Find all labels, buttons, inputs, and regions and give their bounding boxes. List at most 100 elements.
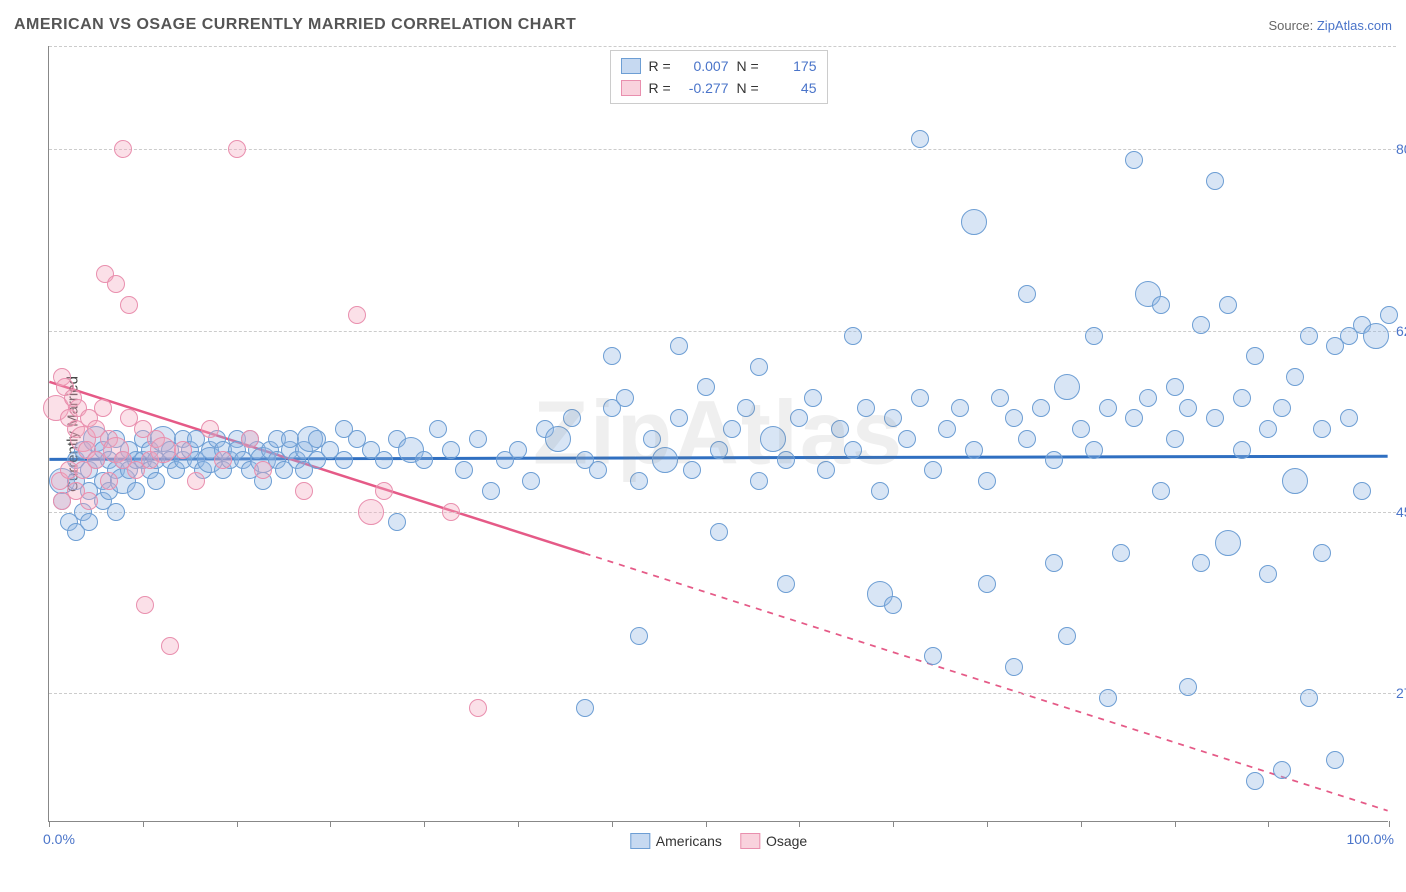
data-point	[831, 420, 849, 438]
gridline-h	[49, 149, 1396, 150]
data-point	[1219, 296, 1237, 314]
data-point	[150, 437, 176, 463]
data-point	[760, 426, 786, 452]
source-label: Source:	[1268, 18, 1316, 33]
data-point	[777, 575, 795, 593]
data-point	[388, 513, 406, 531]
source-link[interactable]: ZipAtlas.com	[1317, 18, 1392, 33]
x-axis-max-label: 100.0%	[1347, 831, 1394, 847]
data-point	[911, 130, 929, 148]
legend-stat-value: 45	[773, 80, 817, 96]
data-point	[884, 596, 902, 614]
legend-swatch	[630, 833, 650, 849]
data-point	[1045, 554, 1063, 572]
data-point	[1246, 772, 1264, 790]
legend-stat-value: 0.007	[685, 58, 729, 74]
data-point	[1259, 565, 1277, 583]
data-point	[120, 296, 138, 314]
data-point	[94, 399, 112, 417]
data-point	[375, 482, 393, 500]
data-point	[1363, 323, 1389, 349]
data-point	[1018, 285, 1036, 303]
x-tick	[1389, 821, 1390, 827]
data-point	[643, 430, 661, 448]
data-point	[358, 499, 384, 525]
legend-swatch	[621, 80, 641, 96]
chart-title: AMERICAN VS OSAGE CURRENTLY MARRIED CORR…	[14, 16, 576, 34]
x-tick	[518, 821, 519, 827]
data-point	[228, 140, 246, 158]
data-point	[576, 699, 594, 717]
data-point	[589, 461, 607, 479]
legend-series-label: Osage	[766, 833, 807, 849]
data-point	[965, 441, 983, 459]
data-point	[1215, 530, 1241, 556]
legend-stat-value: -0.277	[685, 80, 729, 96]
data-point	[911, 389, 929, 407]
data-point	[1353, 482, 1371, 500]
data-point	[1259, 420, 1277, 438]
data-point	[871, 482, 889, 500]
data-point	[817, 461, 835, 479]
legend-stat-row: R =0.007N =175	[621, 55, 817, 77]
data-point	[442, 441, 460, 459]
data-point	[1282, 468, 1308, 494]
data-point	[1246, 347, 1264, 365]
data-point	[670, 409, 688, 427]
y-tick-label: 62.5%	[1396, 323, 1406, 339]
legend-series-item: Americans	[630, 833, 722, 849]
data-point	[335, 451, 353, 469]
data-point	[1313, 420, 1331, 438]
data-point	[1206, 172, 1224, 190]
legend-stat-label: R =	[649, 80, 677, 96]
data-point	[616, 389, 634, 407]
legend-series-label: Americans	[656, 833, 722, 849]
data-point	[254, 461, 272, 479]
data-point	[1054, 374, 1080, 400]
data-point	[898, 430, 916, 448]
correlation-legend: R =0.007N =175 R = -0.277 N = 45	[610, 50, 828, 104]
data-point	[136, 596, 154, 614]
data-point	[1112, 544, 1130, 562]
data-point	[80, 513, 98, 531]
x-axis-min-label: 0.0%	[43, 831, 75, 847]
data-point	[844, 441, 862, 459]
gridline-h	[49, 46, 1396, 47]
data-point	[844, 327, 862, 345]
data-point	[1085, 327, 1103, 345]
data-point	[723, 420, 741, 438]
data-point	[1192, 554, 1210, 572]
data-point	[1192, 316, 1210, 334]
data-point	[991, 389, 1009, 407]
y-tick-label: 45.0%	[1396, 504, 1406, 520]
data-point	[127, 482, 145, 500]
legend-stat-label: N =	[737, 80, 765, 96]
data-point	[961, 209, 987, 235]
data-point	[652, 447, 678, 473]
x-tick	[49, 821, 50, 827]
data-point	[1326, 751, 1344, 769]
data-point	[924, 461, 942, 479]
data-point	[683, 461, 701, 479]
data-point	[884, 409, 902, 427]
data-point	[295, 482, 313, 500]
data-point	[415, 451, 433, 469]
data-point	[1273, 761, 1291, 779]
data-point	[777, 451, 795, 469]
legend-swatch	[621, 58, 641, 74]
source-attribution: Source: ZipAtlas.com	[1268, 18, 1392, 33]
data-point	[1072, 420, 1090, 438]
data-point	[1099, 399, 1117, 417]
data-point	[174, 441, 192, 459]
x-tick	[987, 821, 988, 827]
data-point	[429, 420, 447, 438]
x-tick	[143, 821, 144, 827]
legend-swatch	[740, 833, 760, 849]
data-point	[1340, 409, 1358, 427]
data-point	[100, 472, 118, 490]
x-tick	[330, 821, 331, 827]
legend-stat-value: 175	[773, 58, 817, 74]
data-point	[750, 472, 768, 490]
data-point	[107, 275, 125, 293]
data-point	[107, 503, 125, 521]
